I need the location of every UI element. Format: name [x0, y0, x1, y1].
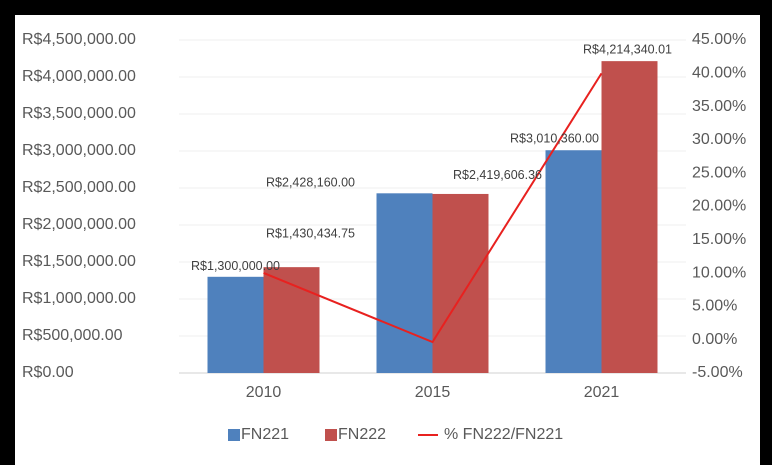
- y2-tick-label: 20.00%: [692, 198, 746, 215]
- legend-label: FN222: [338, 426, 386, 443]
- y2-tick-label: 25.00%: [692, 164, 746, 181]
- y-tick-label: R$2,500,000.00: [22, 179, 136, 196]
- legend-swatch: [228, 429, 240, 441]
- y2-tick-label: 10.00%: [692, 264, 746, 281]
- y2-tick-label: 0.00%: [692, 331, 737, 348]
- data-label: R$3,010,360.00: [510, 132, 599, 146]
- x-tick-label: 2010: [246, 384, 282, 401]
- y2-tick-label: 5.00%: [692, 298, 737, 315]
- legend-label: % FN222/FN221: [444, 426, 563, 443]
- bar: [601, 61, 658, 373]
- bar: [432, 193, 489, 373]
- legend-label: FN221: [241, 426, 289, 443]
- data-label: R$1,430,434.75: [266, 226, 355, 240]
- y-tick-label: R$3,500,000.00: [22, 105, 136, 122]
- bar: [207, 276, 264, 373]
- line: [263, 72, 603, 344]
- y2-tick-label: 35.00%: [692, 98, 746, 115]
- y-tick-label: R$4,000,000.00: [22, 68, 136, 85]
- bar: [376, 193, 433, 373]
- y-tick-label: R$2,000,000.00: [22, 216, 136, 233]
- data-label: R$2,428,160.00: [266, 176, 355, 190]
- data-label: R$1,300,000.00: [191, 259, 280, 273]
- y2-tick-label: 45.00%: [692, 31, 746, 48]
- y-tick-label: R$4,500,000.00: [22, 31, 136, 48]
- data-label: R$4,214,340.01: [583, 42, 672, 56]
- y-tick-label: R$0.00: [22, 364, 74, 381]
- legend-swatch: [325, 429, 337, 441]
- data-label: R$2,419,606.36: [453, 168, 542, 182]
- bar: [545, 150, 602, 373]
- y2-tick-label: 40.00%: [692, 65, 746, 82]
- y2-tick-label: 30.00%: [692, 131, 746, 148]
- x-tick-label: 2021: [584, 384, 620, 401]
- y-tick-label: R$500,000.00: [22, 327, 123, 344]
- bar: [263, 267, 320, 373]
- y-tick-label: R$1,000,000.00: [22, 290, 136, 307]
- y-tick-label: R$1,500,000.00: [22, 253, 136, 270]
- y2-tick-label: -5.00%: [692, 364, 743, 381]
- x-tick-label: 2015: [415, 384, 451, 401]
- y-tick-label: R$3,000,000.00: [22, 142, 136, 159]
- y2-tick-label: 15.00%: [692, 231, 746, 248]
